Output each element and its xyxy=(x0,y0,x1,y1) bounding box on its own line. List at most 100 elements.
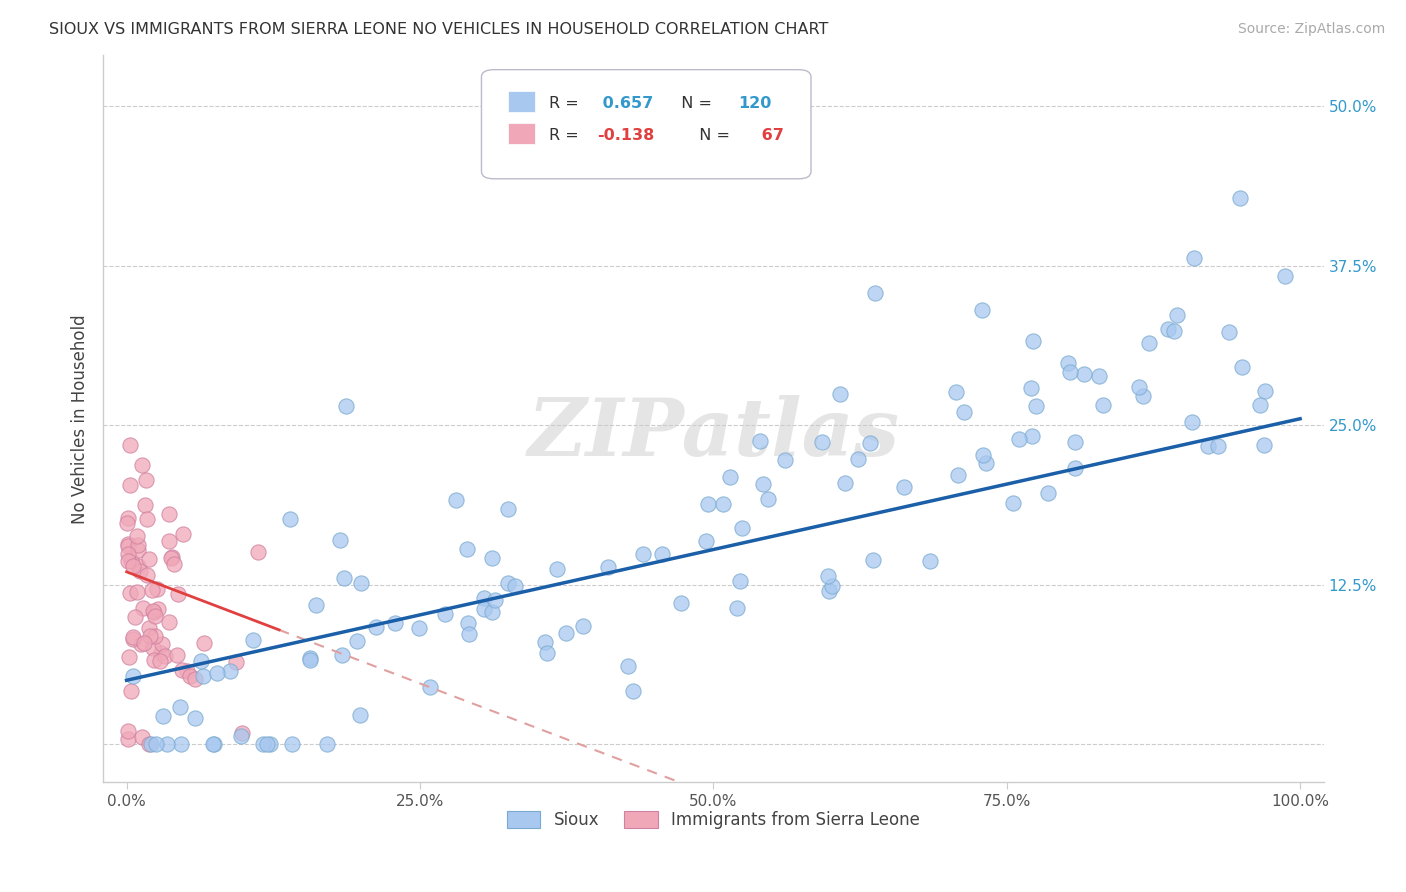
Point xyxy=(818,583,841,598)
Point xyxy=(1249,398,1271,412)
Point xyxy=(350,575,373,590)
Point xyxy=(157,508,180,522)
Point xyxy=(127,542,149,557)
Text: R =: R = xyxy=(548,95,583,111)
Point xyxy=(202,737,225,751)
Point xyxy=(142,604,165,618)
Point xyxy=(713,497,735,511)
Point xyxy=(281,737,304,751)
Point xyxy=(752,476,775,491)
Point xyxy=(1002,496,1025,510)
Point xyxy=(179,669,201,683)
Point xyxy=(731,521,754,535)
Point xyxy=(1036,485,1059,500)
Point xyxy=(1253,438,1275,452)
Point xyxy=(1163,324,1185,338)
FancyBboxPatch shape xyxy=(509,123,536,144)
Point xyxy=(696,497,718,511)
Point xyxy=(117,547,139,561)
Point xyxy=(120,553,142,567)
Point xyxy=(117,731,139,746)
Point xyxy=(131,458,153,473)
Point xyxy=(219,664,242,678)
Text: ZIPatlas: ZIPatlas xyxy=(527,394,900,472)
Point xyxy=(623,684,645,698)
Point xyxy=(534,634,557,648)
Point xyxy=(146,582,169,597)
Point xyxy=(1197,439,1219,453)
Point xyxy=(205,666,228,681)
Point xyxy=(156,737,179,751)
Point xyxy=(1073,367,1095,381)
Point xyxy=(127,538,149,552)
Point xyxy=(834,475,856,490)
Y-axis label: No Vehicles in Household: No Vehicles in Household xyxy=(72,314,89,524)
Point xyxy=(157,533,180,548)
Point xyxy=(139,630,162,644)
Point xyxy=(349,708,371,723)
Point xyxy=(862,553,884,567)
FancyBboxPatch shape xyxy=(509,91,536,112)
Point xyxy=(153,649,176,664)
Point xyxy=(1092,398,1115,412)
Point xyxy=(149,654,172,668)
Point xyxy=(167,587,190,601)
Point xyxy=(184,711,207,725)
Text: 67: 67 xyxy=(756,128,785,143)
Point xyxy=(725,601,748,615)
Point xyxy=(1254,384,1277,398)
Point xyxy=(571,619,593,633)
Point xyxy=(1157,322,1180,336)
Point xyxy=(225,655,247,669)
Point xyxy=(127,558,149,573)
Point xyxy=(117,554,139,568)
Point xyxy=(893,480,915,494)
Point xyxy=(458,626,481,640)
Point xyxy=(121,630,143,644)
Point xyxy=(1064,460,1087,475)
Point xyxy=(163,557,186,571)
Point xyxy=(1088,369,1111,384)
Point xyxy=(1218,325,1240,339)
Point xyxy=(125,585,148,599)
Text: N =: N = xyxy=(671,95,717,111)
Point xyxy=(817,569,839,583)
Point xyxy=(846,451,869,466)
Point xyxy=(384,616,406,631)
Point xyxy=(329,533,352,547)
Text: R =: R = xyxy=(548,128,583,143)
Point xyxy=(335,399,357,413)
Point xyxy=(484,592,506,607)
Point xyxy=(598,560,620,574)
Point xyxy=(828,387,851,401)
Point xyxy=(419,681,441,695)
Point xyxy=(498,576,520,591)
Point xyxy=(138,551,160,566)
Point xyxy=(150,637,173,651)
Point xyxy=(315,737,337,751)
Point xyxy=(631,547,654,561)
Point xyxy=(651,547,673,561)
Point xyxy=(974,456,997,470)
Text: SIOUX VS IMMIGRANTS FROM SIERRA LEONE NO VEHICLES IN HOUSEHOLD CORRELATION CHART: SIOUX VS IMMIGRANTS FROM SIERRA LEONE NO… xyxy=(49,22,828,37)
Point xyxy=(231,729,253,743)
Point xyxy=(918,554,941,568)
Point xyxy=(145,737,167,751)
Point xyxy=(1166,309,1188,323)
Point xyxy=(472,591,495,606)
Point xyxy=(1021,381,1043,395)
Point xyxy=(863,285,886,300)
Point xyxy=(242,633,264,648)
Point xyxy=(1008,432,1031,446)
Point xyxy=(146,602,169,616)
Point xyxy=(135,512,157,526)
Point xyxy=(136,568,159,582)
Point xyxy=(1137,336,1160,351)
Point xyxy=(117,539,139,553)
Point xyxy=(118,586,141,600)
Point xyxy=(1025,399,1047,413)
Point xyxy=(176,664,198,678)
Point xyxy=(139,737,162,751)
Point xyxy=(134,636,156,650)
Point xyxy=(120,477,142,491)
